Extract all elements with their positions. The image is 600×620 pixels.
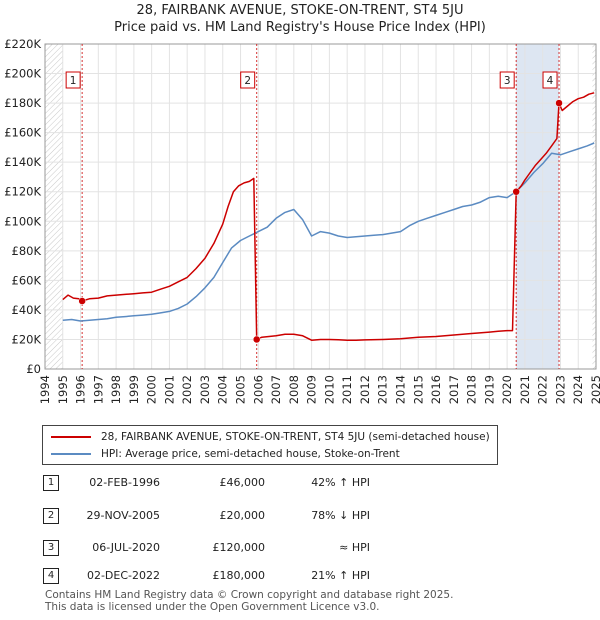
x-tick-label: 2009 bbox=[305, 375, 319, 404]
transaction-price: £20,000 bbox=[219, 509, 266, 522]
transaction-hpi: 21% ↑ HPI bbox=[311, 569, 370, 582]
x-tick-label: 2006 bbox=[251, 375, 265, 404]
y-tick-label: £40K bbox=[12, 303, 42, 317]
x-tick-label: 2003 bbox=[198, 375, 212, 404]
y-tick-label: £220K bbox=[4, 37, 41, 51]
sale-point bbox=[512, 187, 520, 196]
x-tick-label: 2017 bbox=[447, 375, 461, 404]
x-tick-label: 2012 bbox=[358, 375, 372, 404]
x-tick-label: 2016 bbox=[429, 375, 443, 404]
x-tick-label: 1998 bbox=[109, 375, 123, 404]
transaction-price: £46,000 bbox=[219, 476, 266, 489]
x-tick-label: 1996 bbox=[74, 375, 88, 404]
legend-item-hpi: HPI: Average price, semi-detached house,… bbox=[51, 446, 400, 462]
transaction-price: £120,000 bbox=[212, 541, 266, 554]
x-tick-label: 2004 bbox=[216, 375, 230, 404]
transaction-date: 29-NOV-2005 bbox=[86, 509, 160, 522]
transaction-date: 02-DEC-2022 bbox=[86, 569, 160, 582]
property-price-line bbox=[62, 92, 595, 341]
transaction-date: 02-FEB-1996 bbox=[89, 476, 160, 489]
transaction-number: 2 bbox=[43, 508, 59, 524]
x-tick-label: 2024 bbox=[571, 375, 585, 404]
x-tick-label: 1994 bbox=[38, 375, 52, 404]
x-tick-label: 2001 bbox=[162, 375, 176, 404]
legend-item-property: 28, FAIRBANK AVENUE, STOKE-ON-TRENT, ST4… bbox=[51, 429, 490, 445]
legend-swatch-property bbox=[51, 436, 91, 438]
y-tick-label: £160K bbox=[4, 126, 41, 140]
sale-number-label: 1 bbox=[70, 75, 77, 87]
sale-number-box bbox=[240, 71, 256, 89]
sale-number-box bbox=[65, 71, 81, 89]
sale-number-label: 3 bbox=[504, 75, 511, 87]
x-tick-label: 2025 bbox=[589, 375, 600, 404]
y-tick-label: £120K bbox=[4, 185, 41, 199]
x-tick-label: 2005 bbox=[234, 375, 248, 404]
hpi-line bbox=[62, 142, 595, 322]
transaction-row: 2 29-NOV-2005 £20,000 78% ↓ HPI bbox=[0, 506, 600, 526]
transaction-hpi: 42% ↑ HPI bbox=[311, 476, 370, 489]
x-tick-label: 2018 bbox=[465, 375, 479, 404]
price-chart: £0 £20K £40K £60K £80K £100K £120K £140K £160K £1… bbox=[4, 37, 600, 404]
ownership-band bbox=[516, 44, 560, 369]
sale-point bbox=[252, 335, 261, 344]
chart-legend: 28, FAIRBANK AVENUE, STOKE-ON-TRENT, ST4… bbox=[42, 425, 498, 465]
chart-title: 28, FAIRBANK AVENUE, STOKE-ON-TRENT, ST4… bbox=[136, 3, 464, 18]
transaction-row: 3 06-JUL-2020 £120,000 ≈ HPI bbox=[0, 538, 600, 558]
legend-label-hpi: HPI: Average price, semi-detached house,… bbox=[101, 448, 400, 460]
sale-number-box bbox=[542, 71, 558, 89]
y-tick-label: £20K bbox=[12, 332, 42, 346]
x-tick-label: 1997 bbox=[91, 375, 105, 404]
y-tick-label: £200K bbox=[4, 67, 41, 81]
sale-number-box bbox=[499, 71, 515, 89]
footer-licence: This data is licensed under the Open Gov… bbox=[45, 601, 380, 613]
sale-point bbox=[555, 99, 563, 107]
x-tick-label: 2020 bbox=[500, 375, 514, 404]
sale-number-label: 4 bbox=[547, 75, 554, 87]
chart-subtitle: Price paid vs. HM Land Registry's House … bbox=[114, 20, 486, 35]
y-tick-label: £80K bbox=[12, 244, 42, 258]
transaction-date: 06-JUL-2020 bbox=[92, 541, 160, 554]
x-tick-label: 1999 bbox=[127, 375, 141, 404]
y-tick-label: £60K bbox=[12, 273, 42, 287]
legend-label-property: 28, FAIRBANK AVENUE, STOKE-ON-TRENT, ST4… bbox=[101, 431, 490, 443]
x-tick-label: 2015 bbox=[411, 375, 425, 404]
x-tick-label: 2022 bbox=[536, 375, 550, 404]
plot-border bbox=[44, 43, 597, 370]
transaction-price: £180,000 bbox=[212, 569, 266, 582]
legend-swatch-hpi bbox=[51, 453, 91, 455]
x-tick-label: 2000 bbox=[145, 375, 159, 404]
y-tick-label: £140K bbox=[4, 155, 41, 169]
y-tick-label: £100K bbox=[4, 214, 41, 228]
hatched-region bbox=[45, 44, 63, 369]
hatched-region bbox=[592, 44, 596, 369]
x-tick-label: 2023 bbox=[553, 375, 567, 404]
transaction-row: 4 02-DEC-2022 £180,000 21% ↑ HPI bbox=[0, 566, 600, 586]
x-tick-label: 2002 bbox=[180, 375, 194, 404]
x-tick-label: 2011 bbox=[340, 375, 354, 404]
sale-point bbox=[78, 297, 86, 305]
y-tick-label: £180K bbox=[4, 96, 41, 110]
transaction-row: 1 02-FEB-1996 £46,000 42% ↑ HPI bbox=[0, 473, 600, 493]
transaction-number: 3 bbox=[43, 540, 59, 556]
sale-number-label: 2 bbox=[244, 75, 251, 87]
transaction-hpi: ≈ HPI bbox=[339, 541, 370, 554]
x-tick-label: 2013 bbox=[376, 375, 390, 404]
x-tick-label: 2010 bbox=[322, 375, 336, 404]
transaction-hpi: 78% ↓ HPI bbox=[311, 509, 370, 522]
x-tick-label: 2021 bbox=[518, 375, 532, 404]
transaction-number: 1 bbox=[43, 475, 59, 491]
footer-copyright: Contains HM Land Registry data © Crown c… bbox=[45, 589, 454, 601]
x-tick-label: 2019 bbox=[482, 375, 496, 404]
x-tick-label: 2007 bbox=[269, 375, 283, 404]
x-tick-label: 1995 bbox=[56, 375, 70, 404]
transaction-number: 4 bbox=[43, 568, 59, 584]
y-tick-label: £0 bbox=[26, 362, 41, 376]
x-tick-label: 2008 bbox=[287, 375, 301, 404]
x-tick-label: 2014 bbox=[393, 375, 407, 404]
